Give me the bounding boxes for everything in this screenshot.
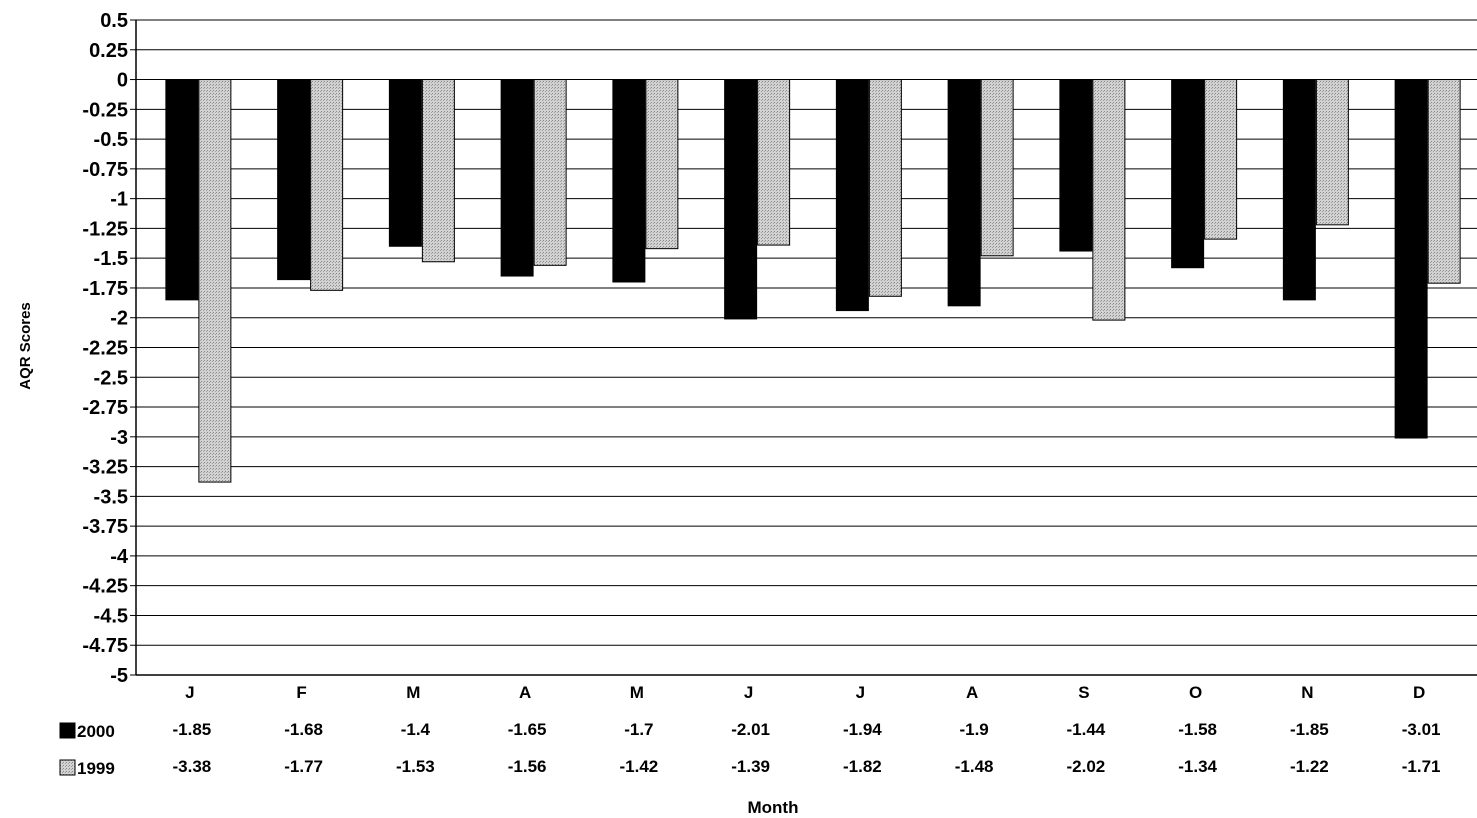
x-axis-label: Month <box>748 798 799 817</box>
data-label-2000: -1.85 <box>173 720 212 739</box>
y-tick-label: -1.75 <box>82 278 128 300</box>
bar-2000 <box>1171 79 1205 269</box>
data-label-2000: -1.68 <box>284 720 323 739</box>
x-tick-label: M <box>406 683 420 702</box>
y-tick-label: -0.25 <box>82 99 128 121</box>
y-tick-label: 0.25 <box>89 40 128 62</box>
bar-1999 <box>645 79 679 250</box>
y-tick-label: -1.25 <box>82 218 128 240</box>
bar-2000 <box>835 79 869 312</box>
bar-1999 <box>533 79 567 266</box>
x-tick-label: N <box>1301 683 1313 702</box>
bar-2000 <box>500 79 534 277</box>
legend-key-2000 <box>59 722 76 739</box>
y-tick-label: 0.5 <box>100 10 128 32</box>
data-label-2000: -3.01 <box>1402 720 1441 739</box>
bar-1999 <box>868 79 902 297</box>
x-tick-label: O <box>1189 683 1202 702</box>
x-tick-label: S <box>1078 683 1089 702</box>
data-label-1999: -1.34 <box>1178 757 1217 776</box>
bar-1999 <box>757 79 791 246</box>
bar-2000 <box>1394 79 1428 439</box>
data-label-1999: -1.42 <box>620 757 659 776</box>
y-axis-ticks: 0.5 0.25 0 -0.25 -0.5 -0.75 -1 -1.25 -1.5 -1.75 -2… <box>82 10 136 687</box>
data-label-2000: -1.65 <box>508 720 547 739</box>
x-tick-label: J <box>185 683 194 702</box>
y-tick-label: -0.5 <box>94 129 128 151</box>
x-tick-label: A <box>519 683 531 702</box>
data-table: J F M A M J J A S O N D 2000 -1.85 -1.68 -1.4 -1.65 -1.7 -… <box>59 683 1441 778</box>
y-tick-label: -2.25 <box>82 338 128 360</box>
bar-1999 <box>980 79 1014 257</box>
data-label-1999: -1.56 <box>508 757 547 776</box>
y-axis-label: AQR Scores <box>17 302 34 390</box>
y-tick-label: -3 <box>110 427 128 449</box>
y-tick-label: -2.75 <box>82 397 128 419</box>
x-tick-label: M <box>630 683 644 702</box>
y-tick-label: -0.75 <box>82 159 128 181</box>
data-label-2000: -1.4 <box>401 720 431 739</box>
data-label-1999: -1.53 <box>396 757 435 776</box>
bar-1999 <box>198 79 232 483</box>
bar-2000 <box>277 79 311 281</box>
x-tick-label: J <box>856 683 865 702</box>
x-tick-label: F <box>296 683 306 702</box>
data-label-1999: -1.39 <box>731 757 770 776</box>
bar-1999 <box>1204 79 1238 240</box>
data-label-2000: -2.01 <box>731 720 770 739</box>
bar-2000 <box>947 79 981 307</box>
data-label-1999: -1.71 <box>1402 757 1441 776</box>
bar-2000 <box>1282 79 1316 301</box>
x-tick-label: A <box>966 683 978 702</box>
y-tick-label: -4.5 <box>94 605 128 627</box>
data-label-1999: -1.82 <box>843 757 882 776</box>
y-tick-label: -1.5 <box>94 248 128 270</box>
data-label-2000: -1.85 <box>1290 720 1329 739</box>
y-tick-label: -3.75 <box>82 516 128 538</box>
bars <box>165 79 1461 483</box>
y-tick-label: -4.25 <box>82 576 128 598</box>
data-label-2000: -1.94 <box>843 720 882 739</box>
data-label-2000: -1.44 <box>1067 720 1106 739</box>
bar-1999 <box>1315 79 1349 226</box>
bar-2000 <box>165 79 199 301</box>
bar-1999 <box>310 79 344 291</box>
bar-2000 <box>612 79 646 283</box>
y-tick-label: 0 <box>117 70 128 92</box>
bar-1999 <box>1092 79 1126 321</box>
bar-2000 <box>1059 79 1093 252</box>
data-label-1999: -2.02 <box>1067 757 1106 776</box>
data-label-1999: -1.48 <box>955 757 994 776</box>
y-tick-label: -2.5 <box>94 367 128 389</box>
x-tick-label: J <box>744 683 753 702</box>
y-tick-label: -2 <box>110 308 128 330</box>
data-label-2000: -1.58 <box>1178 720 1217 739</box>
y-tick-label: -5 <box>110 665 128 687</box>
y-tick-label: -3.5 <box>94 486 128 508</box>
data-label-2000: -1.7 <box>624 720 653 739</box>
data-label-2000: -1.9 <box>959 720 988 739</box>
legend-label-1999: 1999 <box>77 759 115 778</box>
legend-label-2000: 2000 <box>77 722 115 741</box>
bar-1999 <box>421 79 455 263</box>
data-label-1999: -1.77 <box>284 757 323 776</box>
bar-2000 <box>724 79 758 320</box>
bar-1999 <box>1427 79 1461 284</box>
y-tick-label: -4 <box>110 546 129 568</box>
y-tick-label: -1 <box>110 189 128 211</box>
data-label-1999: -3.38 <box>173 757 212 776</box>
y-tick-label: -4.75 <box>82 635 128 657</box>
axes <box>135 20 1477 676</box>
y-tick-label: -3.25 <box>82 457 128 479</box>
legend-key-1999 <box>59 759 76 776</box>
data-label-1999: -1.22 <box>1290 757 1329 776</box>
bar-2000 <box>388 79 422 247</box>
x-tick-label: D <box>1413 683 1425 702</box>
